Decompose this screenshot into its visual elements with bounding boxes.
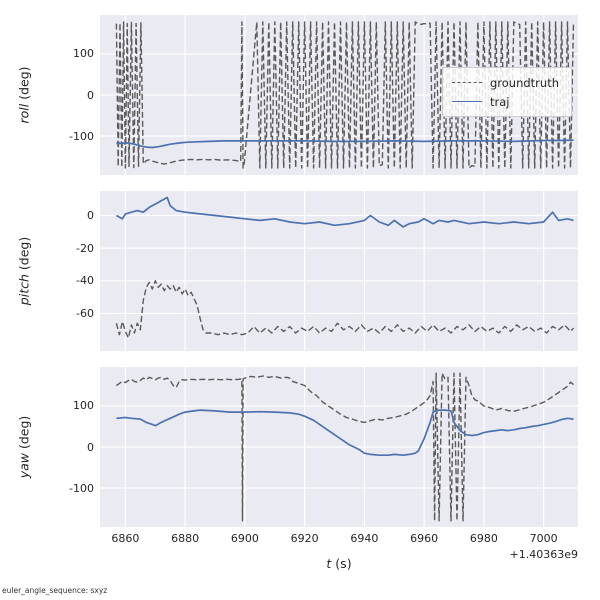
x-tick-label: 7000 (529, 532, 558, 545)
x-tick-label: 6880 (171, 532, 200, 545)
x-tick-labels: 6860 6880 6900 6920 6940 6960 6980 7000 (0, 532, 600, 548)
legend-label-traj: traj (489, 94, 510, 109)
y-tick-label: 0 (87, 88, 94, 102)
series-groundtruth-line (115, 280, 575, 339)
legend-entry-traj: traj (451, 92, 559, 111)
roll-y-tick-labels: 100 0 -100 (50, 15, 94, 175)
yaw-y-tick-labels: 100 0 -100 (50, 367, 94, 527)
y-axis-label-pitch: pitch (deg) (17, 237, 32, 305)
y-axis-label-yaw-var: yaw (16, 453, 32, 479)
x-tick-label: 6920 (290, 532, 319, 545)
pitch-plot-svg (100, 191, 578, 351)
legend: groundtruth traj (441, 67, 572, 117)
subplot-pitch: 0 -20 -40 -60 (76, 191, 578, 351)
y-tick-label: -100 (69, 129, 94, 143)
y-axis-label-roll: roll (deg) (17, 66, 32, 123)
y-tick-label: -40 (76, 274, 94, 288)
x-axis-label: t (s) (100, 556, 578, 571)
y-tick-label: 0 (87, 440, 94, 454)
y-tick-label: 0 (87, 208, 94, 222)
y-tick-label: 100 (73, 399, 94, 413)
subplot-yaw: 100 0 -100 (69, 367, 578, 527)
y-axis-label-pitch-unit: (deg) (16, 236, 32, 275)
legend-solid-line-icon (451, 101, 482, 102)
yaw-plot-svg (100, 367, 578, 527)
y-axis-label-pitch-var: pitch (16, 274, 32, 306)
series-traj-line (116, 139, 574, 149)
y-axis-label-roll-var: roll (16, 103, 32, 124)
y-tick-label: -100 (69, 481, 94, 495)
x-tick-label: 6940 (350, 532, 379, 545)
y-axis-label-yaw: yaw (deg) (17, 416, 32, 479)
legend-dashed-line-icon (451, 82, 482, 83)
x-tick-label: 6960 (410, 532, 439, 545)
x-axis-label-unit: (s) (331, 556, 352, 571)
legend-label-groundtruth: groundtruth (489, 75, 559, 90)
x-tick-label: 6900 (230, 532, 259, 545)
y-tick-label: -20 (76, 241, 94, 255)
x-axis-label-var: t (326, 556, 332, 571)
series-groundtruth-line (115, 372, 574, 522)
y-axis-label-yaw-unit: (deg) (16, 415, 32, 454)
legend-entry-groundtruth: groundtruth (451, 73, 559, 92)
x-tick-label: 6860 (111, 532, 140, 545)
series-traj-line (116, 409, 574, 457)
series-traj-line (115, 196, 574, 228)
x-axis-offset-text: +1.40363e9 (509, 548, 578, 561)
x-tick-label: 6980 (469, 532, 498, 545)
y-tick-label: 100 (73, 47, 94, 61)
pitch-y-tick-labels: 0 -20 -40 -60 (50, 191, 94, 351)
y-tick-label: -60 (76, 306, 94, 320)
subplot-roll: 100 0 -100 groundtruth traj (69, 15, 578, 175)
y-axis-label-roll-unit: (deg) (16, 66, 32, 104)
footer-note: euler_angle_sequence: sxyz (2, 586, 108, 595)
